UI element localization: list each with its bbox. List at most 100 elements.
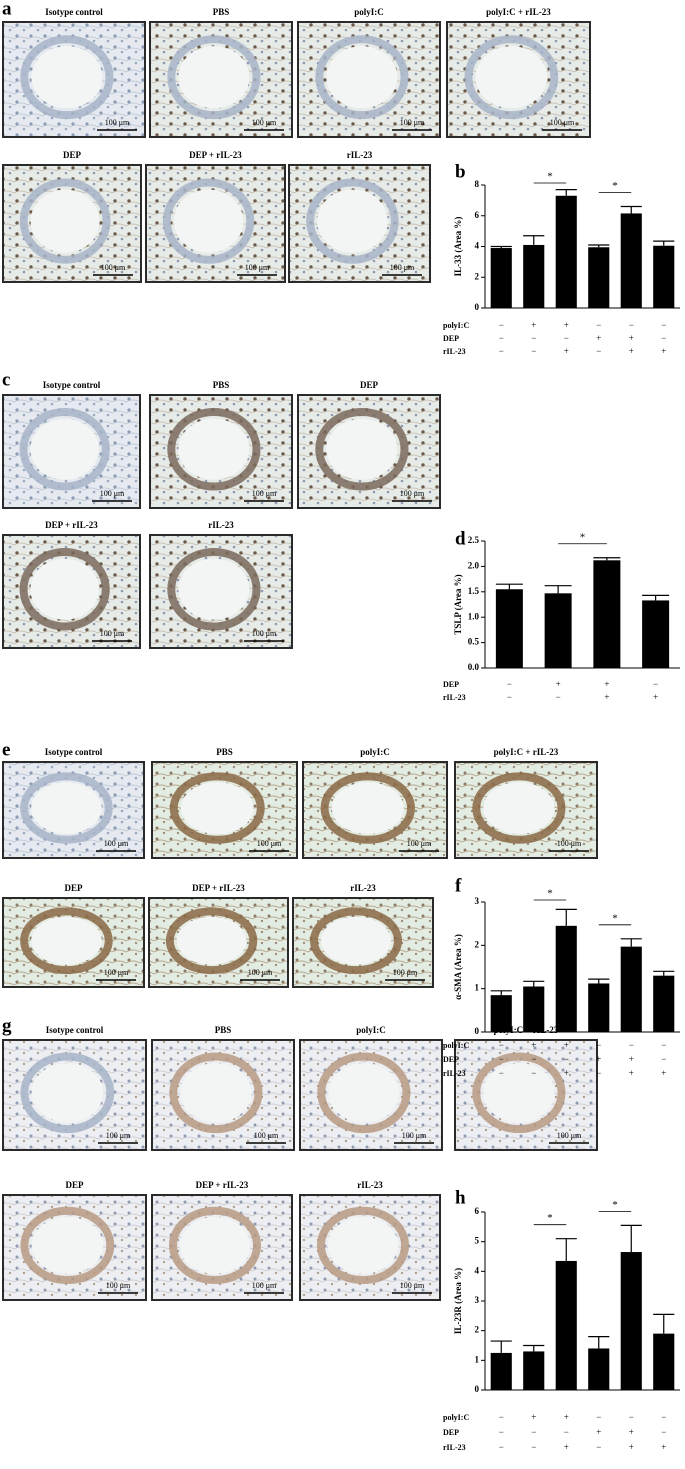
bar (653, 245, 675, 308)
bar (653, 975, 675, 1032)
error-bar (653, 240, 675, 246)
treatment-sign: − (499, 346, 504, 356)
scale-bar-label: 100 μm (100, 629, 125, 638)
treatment-name: rIL-23 (443, 1069, 466, 1078)
error-bar (588, 978, 610, 984)
scale-bar-label: 100 μm (557, 839, 582, 848)
y-tick-label: 0 (475, 1026, 480, 1036)
airway-lumen (317, 189, 388, 253)
airway-lumen (31, 1063, 104, 1123)
airway-epithelium (472, 1052, 566, 1134)
bar (555, 925, 577, 1032)
treatment-sign: − (499, 1412, 504, 1422)
airway-lumen (178, 46, 250, 109)
error-bar (588, 1335, 610, 1349)
treatment-sign: − (596, 1068, 601, 1078)
treatment-sign: − (531, 1054, 536, 1064)
airway-lumen (31, 916, 102, 965)
treatment-sign: − (653, 679, 658, 689)
airway-epithelium (317, 1206, 409, 1285)
image-label: Isotype control (43, 380, 101, 390)
panel-letter: h (455, 1187, 466, 1208)
image-label: DEP + rIL-23 (45, 520, 98, 530)
scale-bar-label: 100 μm (104, 839, 129, 848)
error-bar (495, 583, 523, 590)
airway-epithelium (20, 1052, 115, 1134)
image-label: DEP + rIL-23 (192, 883, 245, 893)
scale-bar-label: 100 μm (106, 1131, 131, 1140)
airway-lumen (483, 1063, 555, 1123)
scale-bar-label: 100 μm (100, 489, 125, 498)
error-bar (523, 235, 545, 245)
airway-lumen (176, 916, 247, 965)
treatment-sign: + (564, 1068, 569, 1078)
y-axis-label: TSLP (Area %) (453, 574, 463, 634)
micrograph: 100 μm (2, 394, 141, 509)
airway-epithelium (165, 907, 258, 975)
panel-letter: f (455, 875, 462, 896)
error-bar (490, 990, 512, 996)
airway-epithelium (320, 772, 415, 844)
bar (490, 1352, 512, 1390)
airway-lumen (178, 418, 250, 480)
y-tick-label: 2 (475, 271, 480, 281)
scale-bar-label: 100 μm (400, 118, 425, 127)
treatment-sign: + (564, 320, 569, 330)
panel-letter: d (455, 528, 466, 549)
micrograph: 100 μm (151, 1039, 295, 1151)
treatment-name: rIL-23 (443, 347, 466, 356)
y-tick-label: 1 (475, 983, 480, 993)
treatment-sign: + (596, 333, 601, 343)
airway-epithelium (162, 178, 255, 264)
treatment-sign: + (653, 692, 658, 702)
panel-letter: g (2, 1015, 12, 1036)
airway-epithelium (19, 407, 110, 491)
airway-epithelium (167, 35, 261, 120)
scale-bar-label: 100 μm (400, 1281, 425, 1290)
significance-label: * (612, 1199, 618, 1211)
bar (490, 995, 512, 1032)
micrograph: 100 μm (149, 534, 293, 649)
airway-lumen (331, 782, 404, 835)
micrograph: 100 μm (151, 1194, 293, 1301)
bar (495, 589, 523, 668)
treatment-sign: − (661, 1427, 666, 1437)
airway-lumen (181, 782, 254, 835)
airway-epithelium (169, 1206, 261, 1285)
treatment-sign: − (661, 1040, 666, 1050)
treatment-sign: + (564, 1412, 569, 1422)
airway-lumen (178, 558, 250, 620)
treatment-name: polyI:C (443, 321, 469, 330)
scale-bar-label: 100 μm (393, 968, 418, 977)
treatment-name: rIL-23 (443, 693, 466, 702)
treatment-sign: − (531, 1068, 536, 1078)
airway-epithelium (20, 772, 113, 844)
treatment-sign: + (661, 346, 666, 356)
bar (544, 593, 572, 668)
image-label: polyI:C (354, 7, 384, 17)
significance-label: * (612, 180, 618, 192)
y-tick-label: 4 (475, 241, 480, 251)
bar (653, 1333, 675, 1390)
treatment-sign: + (596, 1427, 601, 1437)
y-axis-label: α-SMA (Area %) (453, 934, 463, 1000)
error-bar (555, 908, 577, 926)
airway-epithelium (306, 178, 399, 264)
scale-bar-label: 100 μm (252, 629, 277, 638)
scale-bar-label: 100 μm (407, 839, 432, 848)
micrograph: 100 μm (149, 394, 293, 509)
airway-epithelium (169, 772, 265, 844)
error-bar (490, 245, 512, 249)
micrograph: 100 μm (2, 897, 145, 988)
treatment-sign: + (629, 333, 634, 343)
micrograph: 100 μm (2, 164, 142, 283)
error-bar (523, 980, 545, 987)
bar (555, 195, 577, 308)
image-label: PBS (213, 7, 230, 17)
treatment-sign: − (499, 1040, 504, 1050)
airway-epithelium (315, 407, 409, 491)
treatment-sign: − (596, 1412, 601, 1422)
panel-letter: e (2, 739, 10, 760)
micrograph: 100 μm (2, 761, 145, 859)
